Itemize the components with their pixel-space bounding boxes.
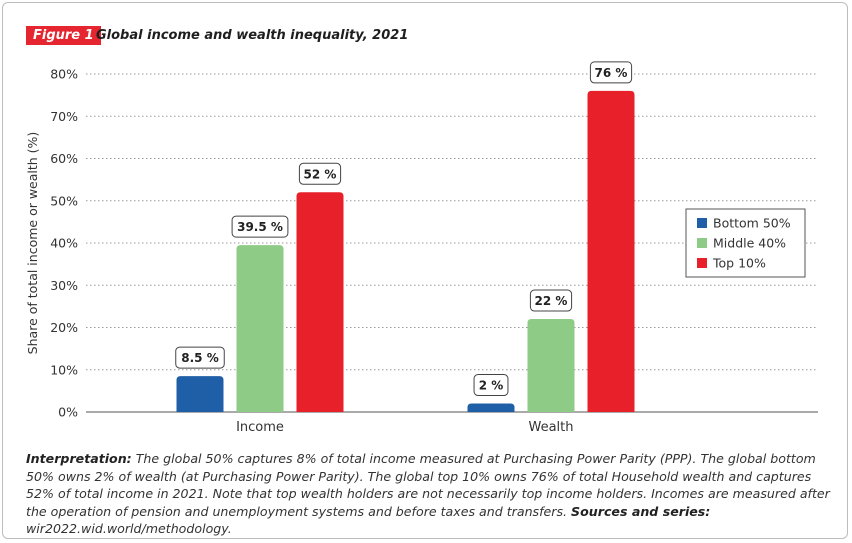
caption-sources-label: Sources and series: (571, 503, 711, 519)
data-label-box (175, 346, 225, 369)
y-tick-label: 30% (50, 278, 78, 293)
bar (587, 90, 635, 413)
y-tick-label: 20% (50, 320, 78, 335)
y-tick-label: 60% (50, 151, 78, 166)
legend-label: Middle 40% (713, 236, 786, 251)
y-tick-label: 10% (50, 362, 78, 377)
y-tick-label: 40% (50, 236, 78, 251)
data-label-box (529, 289, 573, 312)
data-label-box (473, 374, 509, 397)
data-label: 52 % (304, 167, 337, 181)
y-axis-title: Share of total income or wealth (%) (25, 132, 40, 355)
legend-label: Top 10% (712, 256, 766, 271)
data-label: 76 % (595, 66, 628, 80)
legend-swatch (697, 258, 707, 268)
caption-sources: wir2022.wid.world/methodology. (26, 521, 232, 536)
data-label: 8.5 % (181, 351, 218, 365)
x-tick-label: Income (236, 420, 284, 435)
bar (236, 245, 284, 412)
figure-title: Global income and wealth inequality, 202… (96, 28, 409, 43)
caption-lead: Interpretation: (26, 451, 132, 466)
x-tick-label: Wealth (528, 420, 573, 435)
y-tick-label: 0% (58, 405, 78, 420)
caption-body: The global 50% captures 8% of total inco… (26, 451, 830, 519)
interpretation-caption: Interpretation: The global 50% captures … (26, 450, 832, 538)
data-label-box (589, 61, 633, 84)
legend-label: Bottom 50% (713, 216, 791, 231)
figure-badge: Figure 1 (26, 26, 101, 45)
y-tick-label: 70% (50, 109, 78, 124)
legend-swatch (697, 218, 707, 228)
data-label: 2 % (479, 379, 504, 393)
bar (176, 376, 224, 412)
legend-swatch (697, 238, 707, 248)
y-tick-label: 80% (50, 67, 78, 82)
y-tick-label: 50% (50, 193, 78, 208)
data-label: 39.5 % (237, 220, 283, 234)
data-label: 22 % (535, 294, 568, 308)
bar (467, 403, 515, 412)
bar (296, 192, 344, 412)
bar (527, 319, 575, 412)
data-label-box (231, 215, 289, 238)
data-label-box (298, 162, 342, 185)
bar-chart: 0% 10% 20% 30% 40% 50% 60% 70% 80% Share of total… (25, 61, 818, 435)
